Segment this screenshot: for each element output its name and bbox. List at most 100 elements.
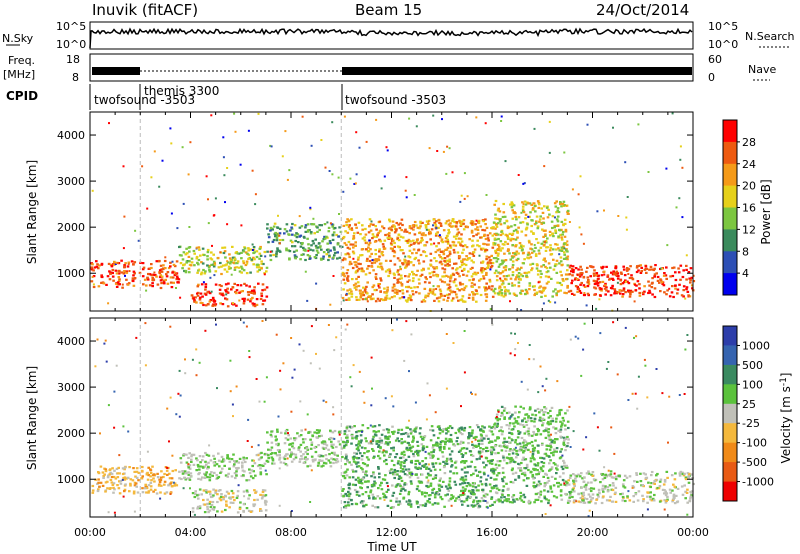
echo-cell [345, 272, 349, 275]
echo-cell [630, 276, 634, 280]
echo-cell [377, 430, 380, 433]
echo-cell [166, 473, 169, 476]
echo-cell [135, 485, 138, 488]
echo-cell [514, 439, 518, 442]
echo-cell [224, 283, 228, 286]
echo-cell [416, 440, 419, 443]
echo-cell [408, 448, 412, 451]
echo-cell [527, 251, 530, 254]
echo-cell [190, 460, 193, 463]
echo-cell [447, 296, 450, 299]
echo-cell [274, 452, 277, 455]
echo-cell [160, 484, 163, 487]
echo-cell [368, 497, 371, 500]
echo-cell [374, 273, 378, 276]
echo-cell [471, 266, 474, 269]
echo-cell [451, 171, 454, 174]
echo-cell [539, 408, 543, 412]
echo-cell [306, 452, 309, 456]
echo-cell [569, 289, 573, 292]
echo-cell [519, 278, 522, 281]
echo-cell [539, 490, 543, 493]
echo-cell [479, 269, 483, 272]
echo-cell [497, 237, 500, 241]
echo-cell [114, 269, 118, 272]
echo-cell [535, 238, 538, 241]
echo-cell [252, 263, 255, 266]
echo-cell [435, 491, 439, 494]
echo-cell [485, 194, 488, 196]
echo-cell [555, 218, 559, 221]
echo-cell [448, 480, 452, 483]
echo-cell [391, 425, 394, 428]
echo-cell [375, 277, 378, 280]
echo-cell [357, 221, 361, 224]
echo-cell [365, 456, 369, 459]
echo-cell [559, 270, 562, 273]
echo-cell [685, 288, 688, 291]
echo-cell [571, 265, 575, 268]
echo-cell [563, 464, 566, 467]
echo-cell [674, 271, 677, 274]
echo-cell [183, 470, 187, 473]
echo-cell [122, 272, 126, 275]
echo-cell [472, 278, 475, 281]
echo-cell [580, 486, 583, 489]
echo-cell [559, 289, 562, 292]
echo-cell [290, 453, 293, 456]
echo-cell [351, 250, 355, 253]
echo-cell [450, 291, 453, 294]
echo-cell [316, 432, 319, 435]
echo-cell [448, 252, 452, 255]
echo-cell [427, 467, 431, 470]
echo-cell [207, 461, 210, 464]
echo-cell [474, 228, 477, 231]
echo-cell [343, 501, 347, 504]
echo-cell [235, 266, 238, 269]
echo-cell [401, 289, 404, 292]
echo-cell [374, 276, 378, 279]
echo-cell [344, 463, 347, 466]
echo-cell [454, 244, 458, 247]
echo-cell [485, 293, 489, 296]
echo-cell [302, 453, 305, 456]
echo-cell [485, 258, 488, 261]
echo-cell [438, 432, 442, 435]
echo-cell [301, 115, 304, 118]
echo-cell [489, 449, 493, 452]
echo-cell [485, 434, 488, 437]
echo-cell [491, 446, 495, 449]
echo-cell [520, 245, 523, 248]
echo-cell [425, 220, 429, 223]
echo-cell [206, 255, 209, 258]
echo-cell [250, 289, 254, 292]
echo-cell [294, 257, 297, 260]
echo-cell [391, 494, 395, 497]
echo-cell [555, 211, 558, 214]
echo-cell [108, 270, 111, 273]
echo-cell [306, 229, 310, 232]
echo-cell [110, 472, 114, 475]
echo-cell [160, 476, 163, 479]
echo-cell [252, 470, 255, 473]
echo-cell [635, 472, 638, 475]
echo-cell [538, 290, 542, 293]
echo-cell [343, 282, 347, 285]
echo-cell [364, 227, 367, 231]
echo-cell [643, 290, 646, 293]
echo-cell [635, 266, 639, 269]
echo-cell [112, 482, 116, 485]
echo-cell [484, 456, 488, 459]
echo-cell [361, 268, 364, 271]
echo-cell [564, 249, 568, 252]
echo-cell [179, 461, 183, 464]
echo-cell [291, 241, 294, 244]
echo-cell [325, 248, 329, 251]
echo-cell [113, 488, 116, 491]
echo-cell [512, 204, 516, 207]
echo-cell [141, 262, 145, 265]
echo-cell [158, 271, 162, 274]
echo-cell [500, 120, 503, 122]
echo-cell [471, 485, 475, 488]
echo-cell [313, 431, 316, 434]
